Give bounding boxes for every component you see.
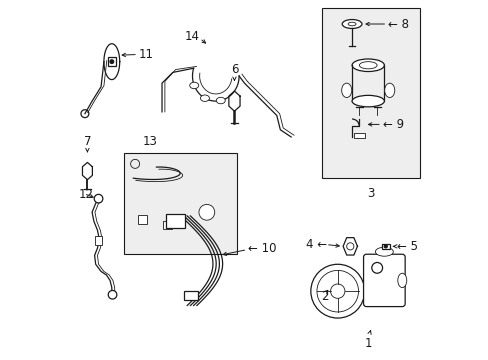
Ellipse shape xyxy=(351,59,384,72)
Circle shape xyxy=(346,243,353,250)
Circle shape xyxy=(108,291,117,299)
Text: ← 10: ← 10 xyxy=(247,242,276,255)
Text: 6: 6 xyxy=(230,63,238,76)
Circle shape xyxy=(94,194,102,203)
Circle shape xyxy=(199,204,214,220)
Bar xyxy=(95,236,102,245)
Ellipse shape xyxy=(189,82,198,89)
Text: 7: 7 xyxy=(83,135,91,148)
Bar xyxy=(163,221,171,229)
Bar xyxy=(353,133,364,138)
Circle shape xyxy=(384,245,386,248)
Bar xyxy=(107,57,116,66)
Circle shape xyxy=(316,270,358,312)
Ellipse shape xyxy=(341,83,351,98)
Text: 2: 2 xyxy=(321,290,328,303)
Ellipse shape xyxy=(216,97,225,104)
Ellipse shape xyxy=(351,95,384,107)
Text: ← 8: ← 8 xyxy=(387,18,408,31)
Text: 13: 13 xyxy=(142,135,157,148)
Bar xyxy=(381,244,389,249)
Bar xyxy=(124,153,237,253)
Text: 1: 1 xyxy=(364,337,371,350)
FancyBboxPatch shape xyxy=(363,254,405,307)
Ellipse shape xyxy=(200,95,209,102)
Circle shape xyxy=(310,264,364,318)
Bar xyxy=(138,215,146,224)
Text: 12: 12 xyxy=(79,188,94,201)
Ellipse shape xyxy=(359,62,376,69)
Circle shape xyxy=(330,284,344,298)
Circle shape xyxy=(371,262,382,273)
Bar xyxy=(321,8,419,178)
Text: 4 ←: 4 ← xyxy=(305,238,326,251)
Text: 14: 14 xyxy=(184,30,199,43)
Text: 3: 3 xyxy=(366,187,374,200)
Text: ← 5: ← 5 xyxy=(396,240,417,253)
Text: 11: 11 xyxy=(139,48,153,61)
Ellipse shape xyxy=(347,22,355,26)
Text: ← 9: ← 9 xyxy=(382,118,403,131)
Circle shape xyxy=(110,60,113,63)
Ellipse shape xyxy=(384,83,394,98)
Ellipse shape xyxy=(342,19,361,28)
Bar xyxy=(183,291,198,300)
Ellipse shape xyxy=(397,273,406,288)
Ellipse shape xyxy=(375,247,392,256)
Bar xyxy=(165,214,185,228)
